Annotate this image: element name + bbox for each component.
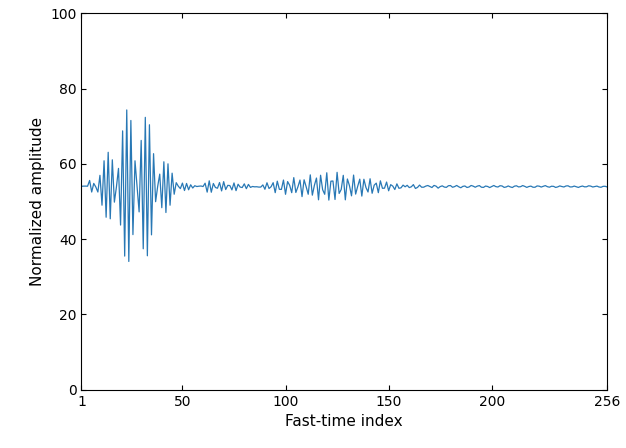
Y-axis label: Normalized amplitude: Normalized amplitude [29, 117, 44, 286]
X-axis label: Fast-time index: Fast-time index [285, 414, 403, 429]
